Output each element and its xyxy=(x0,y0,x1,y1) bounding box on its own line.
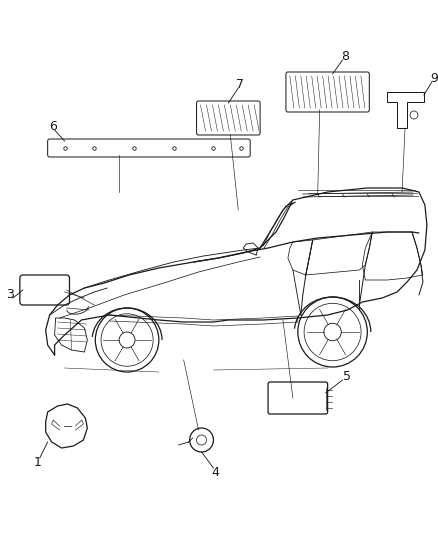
Text: 5: 5 xyxy=(343,369,351,383)
Text: 6: 6 xyxy=(49,119,57,133)
Text: 7: 7 xyxy=(236,77,244,91)
Text: 1: 1 xyxy=(34,456,42,469)
Text: 3: 3 xyxy=(6,288,14,302)
Text: 4: 4 xyxy=(212,465,219,479)
Text: 8: 8 xyxy=(342,50,350,62)
Text: 9: 9 xyxy=(430,71,438,85)
